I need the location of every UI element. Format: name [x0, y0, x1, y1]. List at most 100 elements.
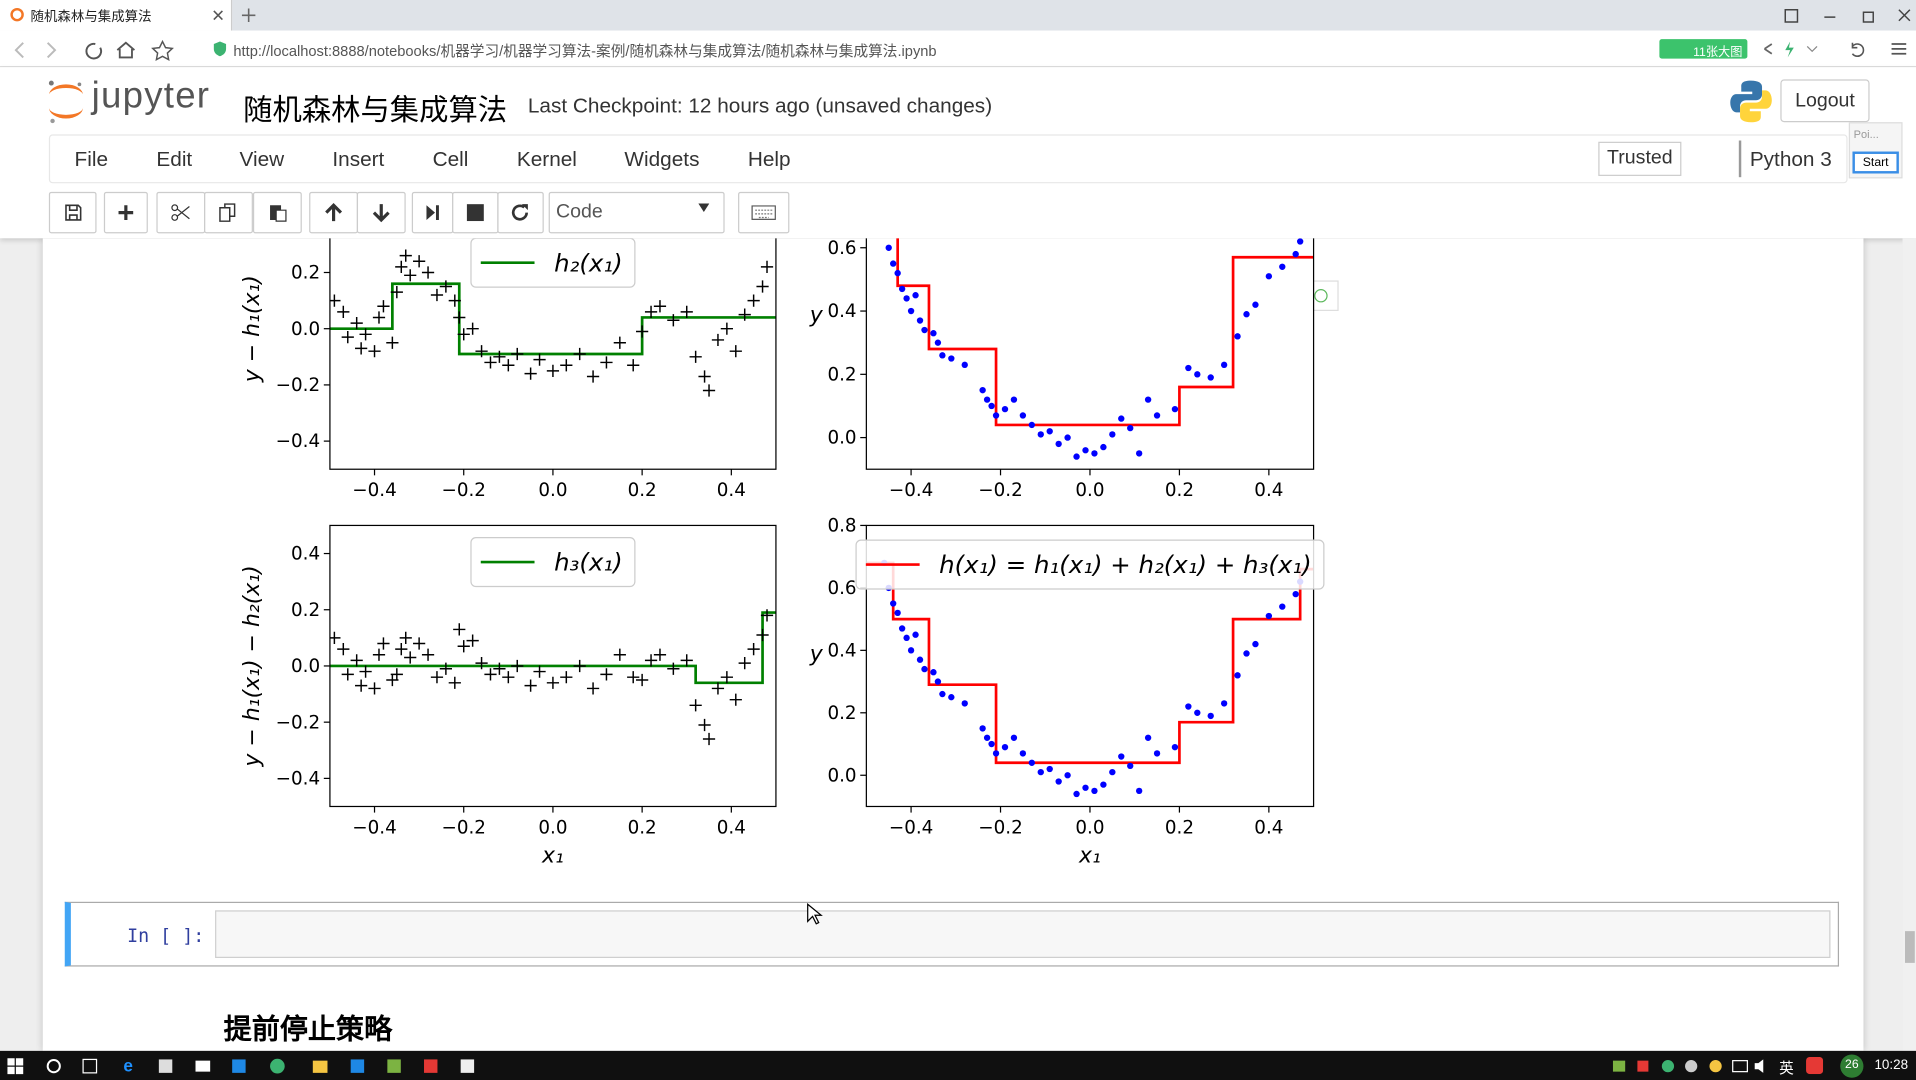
data-point — [1243, 311, 1250, 318]
data-point — [948, 694, 955, 701]
data-point — [1109, 768, 1116, 776]
jupyter-logo[interactable] — [44, 78, 88, 124]
data-point — [1100, 781, 1107, 788]
notification-badge[interactable]: 26 — [1840, 1054, 1864, 1078]
data-point — [979, 725, 986, 732]
y-tick-label: 0.2 — [827, 364, 856, 385]
tab[interactable]: 随机森林与集成算法 — [0, 0, 233, 31]
menu-item[interactable]: Widgets — [624, 147, 700, 172]
data-point — [546, 364, 560, 377]
menu-item[interactable]: Cell — [432, 147, 469, 172]
scrollbar-thumb[interactable] — [1905, 931, 1915, 963]
y-tick-label: 0.6 — [827, 578, 856, 599]
ime-indicator[interactable]: 英 — [1779, 1059, 1794, 1077]
data-point — [729, 693, 742, 706]
cell-type-select[interactable]: Code — [548, 191, 725, 234]
menu-item[interactable]: File — [74, 147, 109, 172]
x-axis-label: x₁ — [541, 844, 564, 869]
save-button[interactable] — [48, 191, 97, 234]
sogou-icon[interactable] — [1806, 1056, 1824, 1075]
menu-item[interactable]: Help — [747, 147, 791, 172]
y-tick-label: 0.4 — [827, 640, 856, 661]
tab-close[interactable] — [213, 10, 224, 21]
popup: Poi... Start — [1848, 122, 1903, 179]
restart-button[interactable] — [497, 191, 544, 234]
y-tick-label: 0.4 — [291, 544, 320, 565]
y-tick-label: −0.4 — [276, 768, 320, 789]
copy-button[interactable] — [204, 191, 253, 234]
data-point — [430, 671, 444, 684]
data-point — [1064, 434, 1071, 441]
data-point — [747, 642, 760, 656]
y-tick-label: −0.2 — [276, 375, 320, 396]
data-point — [1265, 612, 1273, 620]
data-point — [1135, 787, 1143, 795]
data-point — [912, 292, 919, 299]
data-point — [760, 260, 774, 273]
window-controls[interactable] — [1778, 5, 1912, 27]
input-cell[interactable]: In [ ]: — [64, 901, 1840, 967]
legend-label: h₃(x₁) — [554, 548, 623, 577]
y-tick-label: −0.2 — [276, 712, 320, 733]
move-down-button[interactable] — [356, 191, 406, 234]
cut-button[interactable] — [156, 191, 206, 234]
new-tab[interactable] — [241, 7, 257, 23]
x-tick-label: 0.0 — [538, 817, 567, 838]
taskbar-apps[interactable]: e — [7, 1057, 484, 1075]
data-point — [457, 640, 470, 653]
url[interactable]: http://localhost:8888/notebooks/机器学习/机器学… — [233, 42, 937, 60]
badge[interactable]: 11张大图 — [1659, 39, 1748, 60]
data-point — [1028, 421, 1036, 429]
data-point — [439, 280, 452, 293]
insert-button[interactable] — [103, 191, 148, 234]
axes-background — [866, 238, 1314, 470]
nav-buttons[interactable] — [7, 39, 190, 62]
notebook-name[interactable]: 随机森林与集成算法 — [243, 94, 508, 128]
data-point — [644, 654, 658, 667]
data-point — [524, 679, 537, 692]
data-point — [1153, 412, 1161, 419]
menu-item[interactable]: Insert — [332, 147, 385, 172]
notebook-viewport: −0.4 −0.2 0.0 0.2 0.4 −0.4 −0.2 0.0 0.2 y − h₁(x₁… — [0, 238, 1916, 1051]
menu-item[interactable]: View — [239, 147, 285, 172]
data-point — [1171, 743, 1179, 751]
data-point — [1144, 734, 1152, 741]
stop-button[interactable] — [452, 191, 499, 234]
y-axis-label: y − h₁(x₁) — [240, 275, 265, 383]
logo-text[interactable]: jupyter — [91, 75, 211, 117]
data-point — [1073, 790, 1080, 798]
tray-icons[interactable] — [1611, 1057, 1770, 1075]
scrollbar[interactable] — [1902, 238, 1916, 1051]
code-editor[interactable] — [215, 910, 1831, 959]
data-point — [961, 361, 968, 369]
trusted-indicator[interactable]: Trusted — [1598, 141, 1682, 176]
y-axis-label: y — [809, 303, 824, 328]
logout-button[interactable]: Logout — [1780, 79, 1870, 123]
data-point — [1207, 374, 1214, 381]
data-point — [907, 307, 915, 315]
data-point — [934, 678, 942, 685]
data-point — [475, 657, 488, 670]
move-up-button[interactable] — [309, 191, 359, 234]
menu-item[interactable]: Kernel — [516, 147, 577, 172]
data-point — [1091, 787, 1098, 795]
data-point — [698, 718, 711, 732]
data-point — [738, 308, 751, 321]
data-point — [1019, 750, 1027, 757]
start-button[interactable]: Start — [1852, 151, 1899, 174]
clock[interactable]: 10:28 — [1874, 1058, 1909, 1073]
keyboard-button[interactable] — [738, 191, 790, 234]
data-point — [903, 295, 910, 302]
data-point — [894, 609, 901, 617]
data-point — [756, 280, 769, 293]
data-point — [372, 311, 386, 324]
x-axis-label: x₁ — [1078, 844, 1101, 869]
menu-item[interactable]: Edit — [156, 147, 193, 172]
y-tick-label: 0.0 — [291, 319, 320, 340]
run-button[interactable] — [411, 191, 454, 234]
data-point — [1055, 778, 1062, 785]
data-point — [586, 682, 600, 695]
browser-actions[interactable] — [1757, 39, 1913, 59]
data-point — [689, 350, 702, 363]
paste-button[interactable] — [252, 191, 302, 234]
